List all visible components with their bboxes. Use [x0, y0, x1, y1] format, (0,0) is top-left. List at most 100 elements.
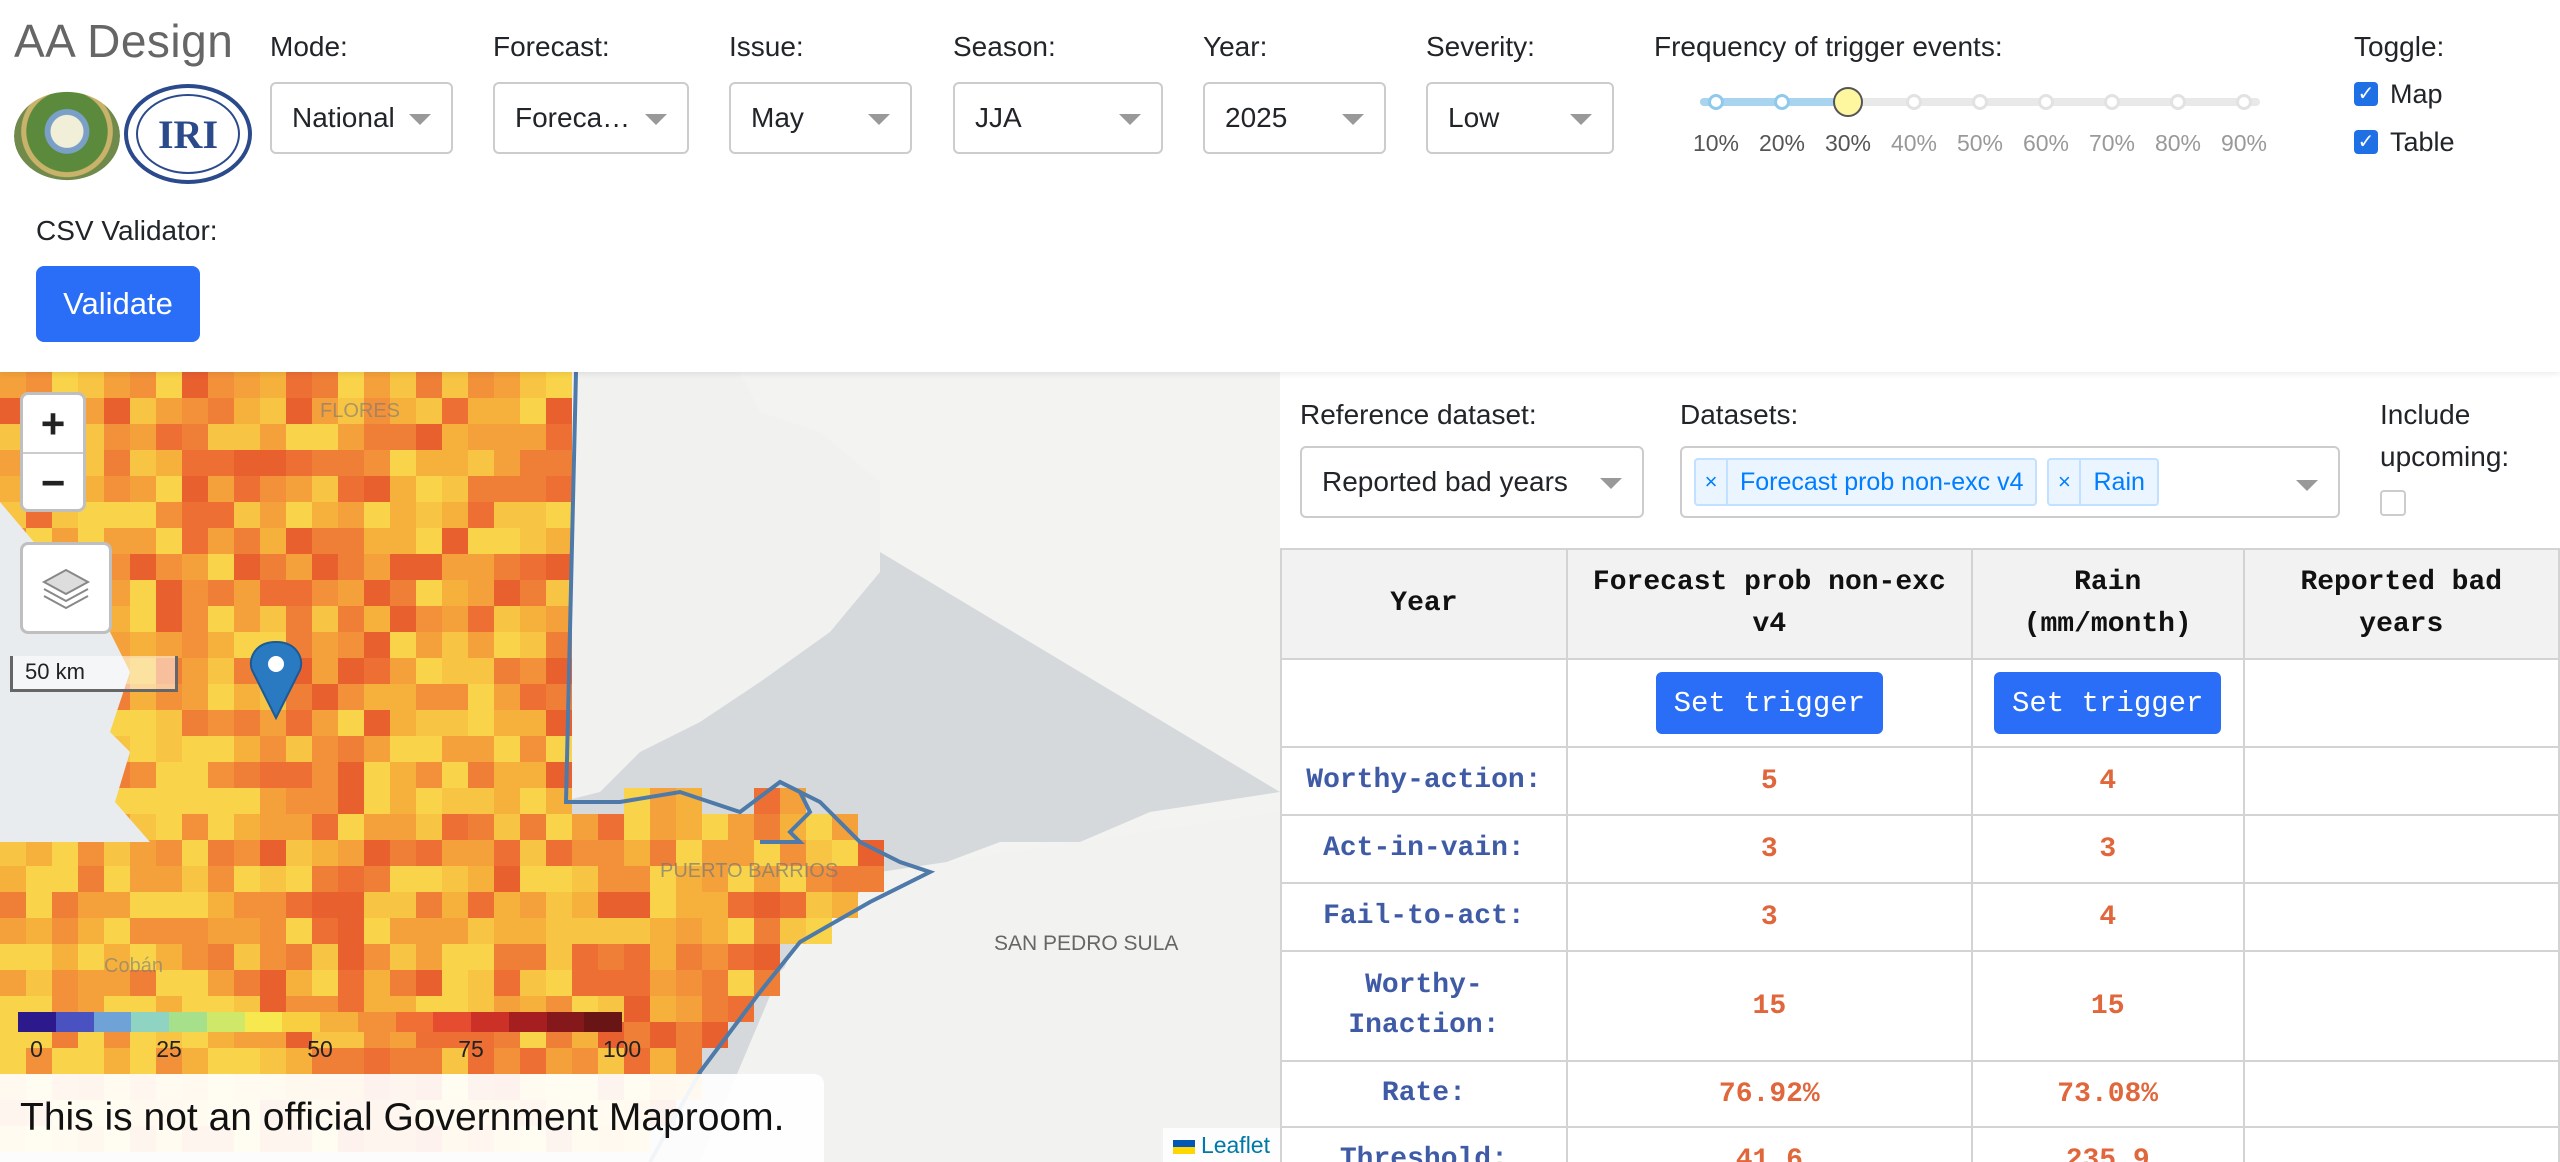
frequency-slider[interactable]: 10% 20% 30% 40% 50% 60% 70% 80% 90%: [1693, 84, 2267, 164]
column-header-forecast[interactable]: Forecast prob non-exc v4: [1565, 548, 1973, 660]
map-toggle[interactable]: ✓ Map: [2354, 70, 2455, 118]
slider-step-dot[interactable]: [2170, 94, 2186, 110]
leaflet-link[interactable]: Leaflet: [1200, 1132, 1270, 1158]
table-row: Worthy-action: 5 4: [1280, 746, 2560, 816]
heatmap-cell: [130, 970, 156, 996]
slider-step-dot[interactable]: [2236, 94, 2252, 110]
slider-step-dot[interactable]: [1774, 94, 1790, 110]
forecast-select[interactable]: Forecast prob non-exc v4: [493, 82, 689, 154]
zoom-out-button[interactable]: −: [23, 452, 83, 509]
slider-mark-label[interactable]: 20%: [1758, 130, 1806, 156]
slider-handle[interactable]: [1833, 87, 1863, 117]
heatmap-cell: [156, 970, 182, 996]
validate-button[interactable]: Validate: [36, 266, 200, 342]
heatmap-cell: [442, 840, 468, 866]
column-header-year[interactable]: Year: [1280, 548, 1568, 660]
frequency-control: Frequency of trigger events: 10% 20% 30% 40…: [1654, 28, 2274, 164]
heatmap-cell: [650, 970, 676, 996]
slider-mark-label[interactable]: 40%: [1890, 130, 1938, 156]
colorbar-swatch: [395, 1012, 434, 1032]
heatmap-cell: [338, 606, 364, 632]
heatmap-cell: [286, 840, 312, 866]
heatmap-cell: [286, 554, 312, 580]
mode-select[interactable]: National: [270, 82, 453, 154]
app-title: AA Design: [14, 15, 234, 67]
heatmap-cell: [52, 944, 78, 970]
rain-value: 235.9: [1970, 1126, 2245, 1162]
column-header-rain[interactable]: Rain (mm/month): [1970, 548, 2245, 660]
slider-step-dot[interactable]: [2104, 94, 2120, 110]
heatmap-cell: [364, 658, 390, 684]
reported-value: [2242, 814, 2560, 884]
heatmap-cell: [364, 398, 390, 424]
issue-select[interactable]: May: [729, 82, 912, 154]
heatmap-cell: [364, 372, 390, 398]
heatmap-cell: [286, 398, 312, 424]
heatmap-cell: [312, 658, 338, 684]
slider-mark-label[interactable]: 10%: [1692, 130, 1740, 156]
heatmap-cell: [234, 762, 260, 788]
heatmap-cell: [234, 1048, 260, 1074]
heatmap-cell: [520, 892, 546, 918]
table-toggle[interactable]: ✓ Table: [2354, 118, 2455, 166]
heatmap-cell: [520, 398, 546, 424]
heatmap-cell: [260, 840, 286, 866]
heatmap-cell: [312, 450, 338, 476]
heatmap-cell: [312, 502, 338, 528]
heatmap-cell: [104, 892, 130, 918]
heatmap-cell: [286, 970, 312, 996]
heatmap-cell: [130, 1048, 156, 1074]
heatmap-cell: [338, 372, 364, 398]
map-checkbox[interactable]: ✓: [2354, 82, 2378, 106]
heatmap-cell: [156, 398, 182, 424]
heatmap-cell: [546, 606, 572, 632]
heatmap-cell: [806, 840, 832, 866]
zoom-in-button[interactable]: +: [40, 400, 66, 447]
heatmap-cell: [754, 918, 780, 944]
heatmap-cell: [468, 372, 494, 398]
set-trigger-forecast-button[interactable]: Set trigger: [1655, 672, 1884, 734]
remove-chip-icon[interactable]: ×: [2049, 460, 2082, 504]
heatmap-cell: [208, 424, 234, 450]
slider-mark-label[interactable]: 60%: [2022, 130, 2070, 156]
heatmap-cell: [234, 866, 260, 892]
slider-mark-label[interactable]: 70%: [2088, 130, 2136, 156]
heatmap-cell: [390, 1048, 416, 1074]
year-select[interactable]: 2025: [1203, 82, 1386, 154]
slider-step-dot[interactable]: [1708, 94, 1724, 110]
slider-step-dot[interactable]: [2038, 94, 2054, 110]
reference-dataset-select[interactable]: Reported bad years: [1300, 446, 1644, 518]
heatmap-cell: [182, 892, 208, 918]
chevron-down-icon[interactable]: [2296, 480, 2318, 491]
toggle-label: Toggle:: [2354, 31, 2445, 62]
heatmap-cell: [52, 1048, 78, 1074]
heatmap-cell: [520, 658, 546, 684]
heatmap-cell: [702, 892, 728, 918]
map-attribution[interactable]: Leaflet: [1162, 1128, 1280, 1162]
slider-mark-label[interactable]: 90%: [2220, 130, 2268, 156]
heatmap-cell: [442, 762, 468, 788]
include-upcoming-checkbox[interactable]: [2380, 490, 2406, 516]
table-cell: [1280, 658, 1568, 748]
severity-select[interactable]: Low: [1426, 82, 1614, 154]
map-panel[interactable]: FLORES PUERTO BARRIOS SAN PEDRO SULA Cob…: [0, 372, 1280, 1162]
slider-step-dot[interactable]: [1972, 94, 1988, 110]
datasets-multiselect[interactable]: × Forecast prob non-exc v4 × Rain: [1680, 446, 2340, 518]
slider-step-dot[interactable]: [1906, 94, 1922, 110]
heatmap-cell: [338, 424, 364, 450]
heatmap-cell: [364, 918, 390, 944]
set-trigger-rain-button[interactable]: Set trigger: [1994, 672, 2222, 734]
honduras-land: [700, 812, 1280, 1162]
table-checkbox[interactable]: ✓: [2354, 130, 2378, 154]
heatmap-cell: [208, 736, 234, 762]
heatmap-cell: [104, 450, 130, 476]
layers-button[interactable]: [20, 542, 112, 634]
slider-mark-label[interactable]: 50%: [1956, 130, 2004, 156]
slider-mark-label[interactable]: 80%: [2154, 130, 2202, 156]
reference-dataset-control: Reference dataset: Reported bad years: [1300, 396, 1644, 518]
slider-mark-label[interactable]: 30%: [1824, 130, 1872, 156]
heatmap-cell: [390, 944, 416, 970]
column-header-reported[interactable]: Reported bad years: [2242, 548, 2560, 660]
remove-chip-icon[interactable]: ×: [1696, 460, 1728, 504]
season-select[interactable]: JJA: [953, 82, 1163, 154]
